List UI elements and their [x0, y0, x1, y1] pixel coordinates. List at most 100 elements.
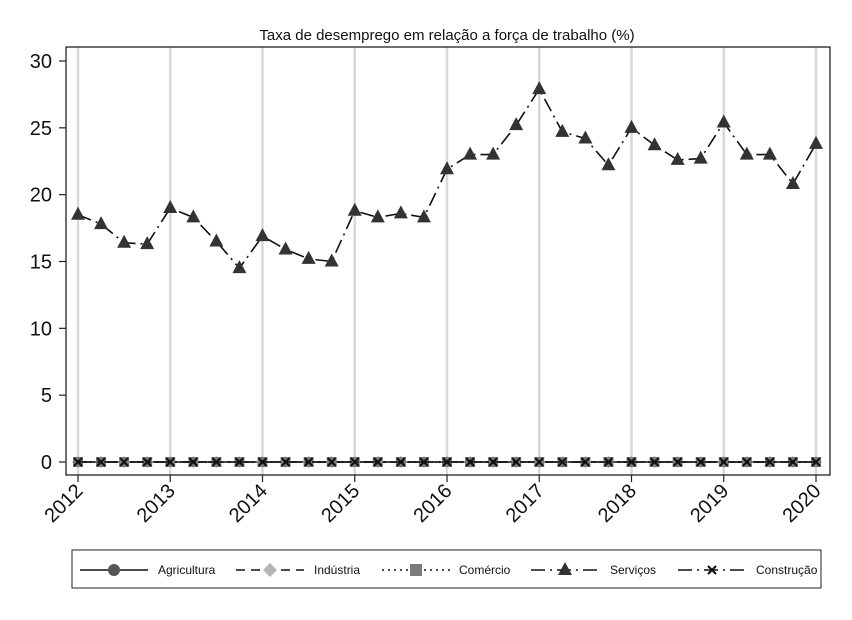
marker-x [719, 457, 729, 467]
marker-x [742, 457, 752, 467]
legend-label: Serviços [610, 563, 656, 577]
marker-x [303, 457, 314, 467]
grid [76, 47, 818, 475]
legend-item: Comércio [382, 563, 511, 577]
marker-x [234, 457, 245, 467]
marker-x [211, 457, 222, 467]
legend-label: Indústria [314, 563, 360, 577]
marker-x [695, 457, 706, 467]
marker-x [672, 457, 683, 467]
marker-triangle [809, 135, 823, 149]
marker-triangle [140, 236, 155, 250]
legend-item: Construção [678, 563, 818, 577]
x-tick-label: 2020 [779, 480, 826, 527]
marker-x [188, 457, 199, 467]
axes: 2012 2013 2014 2015 2016 2017 2018 2019 20200510… [30, 51, 826, 527]
marker-x [396, 457, 406, 467]
y-tick-label: 25 [30, 118, 52, 140]
marker-triangle [278, 241, 293, 255]
marker-triangle [117, 234, 132, 248]
marker-x [442, 457, 452, 467]
x-tick-label: 2017 [502, 480, 549, 527]
x-tick-label: 2013 [133, 480, 180, 527]
legend-label: Construção [756, 563, 818, 577]
marker-triangle [347, 202, 362, 216]
marker-triangle [370, 209, 385, 223]
series-line [77, 87, 817, 270]
legend-item: Serviços [531, 562, 656, 577]
marker-triangle [163, 200, 178, 214]
marker-x [257, 457, 268, 467]
y-tick-label: 15 [30, 252, 52, 274]
x-tick-label: 2016 [410, 480, 457, 527]
y-tick-label: 10 [30, 318, 52, 340]
x-tick-label: 2014 [225, 480, 272, 527]
marker-triangle [301, 250, 316, 264]
marker-x [511, 457, 521, 467]
legend-item: Agricultura [80, 563, 216, 577]
marker-x [373, 457, 383, 467]
marker-triangle [509, 117, 524, 131]
marker-triangle [94, 216, 109, 230]
marker-x [811, 457, 821, 467]
marker-triangle [693, 150, 708, 164]
marker-x [557, 457, 568, 467]
legend-item: Indústria [236, 563, 360, 577]
marker-triangle [532, 81, 547, 95]
marker-triangle [762, 146, 777, 160]
marker-x [419, 457, 429, 467]
y-tick-label: 5 [41, 385, 52, 407]
x-tick-label: 2015 [317, 480, 364, 527]
marker-triangle [255, 228, 270, 242]
marker-x [649, 457, 660, 467]
marker-triangle [647, 137, 662, 151]
marker-triangle [670, 151, 685, 165]
marker-x [119, 457, 129, 467]
y-tick-label: 30 [30, 51, 52, 73]
marker-triangle [785, 175, 800, 189]
marker-x [96, 457, 106, 467]
marker-x [350, 457, 360, 467]
series-serviços [71, 81, 823, 274]
y-tick-label: 20 [30, 185, 52, 207]
series-construção [73, 457, 821, 467]
marker-x [707, 565, 717, 575]
marker-x [326, 457, 337, 467]
marker-x [488, 457, 498, 467]
legend-label: Comércio [459, 563, 511, 577]
marker-triangle [739, 146, 754, 160]
x-tick-label: 2019 [686, 480, 733, 527]
marker-x [280, 457, 291, 467]
marker-triangle [601, 157, 616, 171]
marker-circle [108, 564, 120, 576]
marker-triangle [440, 161, 454, 175]
marker-triangle [624, 119, 639, 133]
marker-triangle [393, 205, 408, 219]
marker-triangle [232, 260, 247, 274]
marker-triangle [716, 114, 731, 128]
legend-box [71, 549, 822, 589]
marker-triangle [578, 130, 593, 144]
marker-triangle [486, 146, 501, 160]
marker-x [580, 457, 591, 467]
legend-label: Agricultura [158, 563, 216, 577]
series-group [71, 81, 823, 468]
x-tick-label: 2018 [594, 480, 641, 527]
x-tick-label: 2012 [41, 480, 88, 527]
marker-x [765, 457, 775, 467]
marker-triangle [555, 123, 570, 137]
marker-x [465, 457, 475, 467]
marker-triangle [324, 253, 339, 267]
marker-x [603, 457, 614, 467]
marker-triangle [186, 209, 201, 223]
legend: Agricultura Indústria Comércio Serviços Cons… [71, 549, 822, 589]
marker-x [165, 457, 175, 467]
marker-triangle [416, 209, 431, 223]
marker-x [142, 457, 152, 467]
marker-square [410, 564, 422, 576]
marker-triangle [71, 206, 85, 220]
marker-triangle [463, 146, 478, 160]
marker-triangle [558, 562, 572, 575]
